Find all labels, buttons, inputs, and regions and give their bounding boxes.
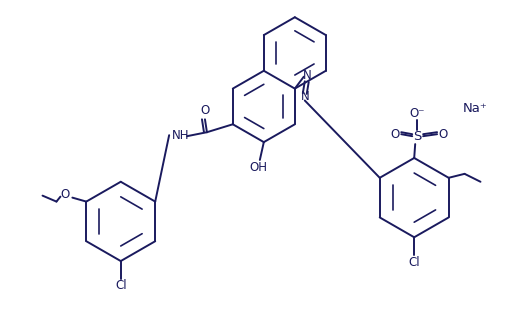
Text: OH: OH — [250, 161, 268, 174]
Text: O: O — [438, 128, 448, 141]
Text: Cl: Cl — [408, 256, 420, 268]
Text: O⁻: O⁻ — [409, 107, 425, 120]
Text: S: S — [413, 130, 421, 143]
Text: N: N — [302, 69, 311, 82]
Text: O: O — [200, 104, 209, 117]
Text: Na⁺: Na⁺ — [462, 102, 487, 115]
Text: Cl: Cl — [115, 279, 127, 292]
Text: NH: NH — [173, 129, 190, 142]
Text: O: O — [61, 188, 70, 201]
Text: N: N — [300, 90, 309, 103]
Text: O: O — [391, 128, 400, 141]
